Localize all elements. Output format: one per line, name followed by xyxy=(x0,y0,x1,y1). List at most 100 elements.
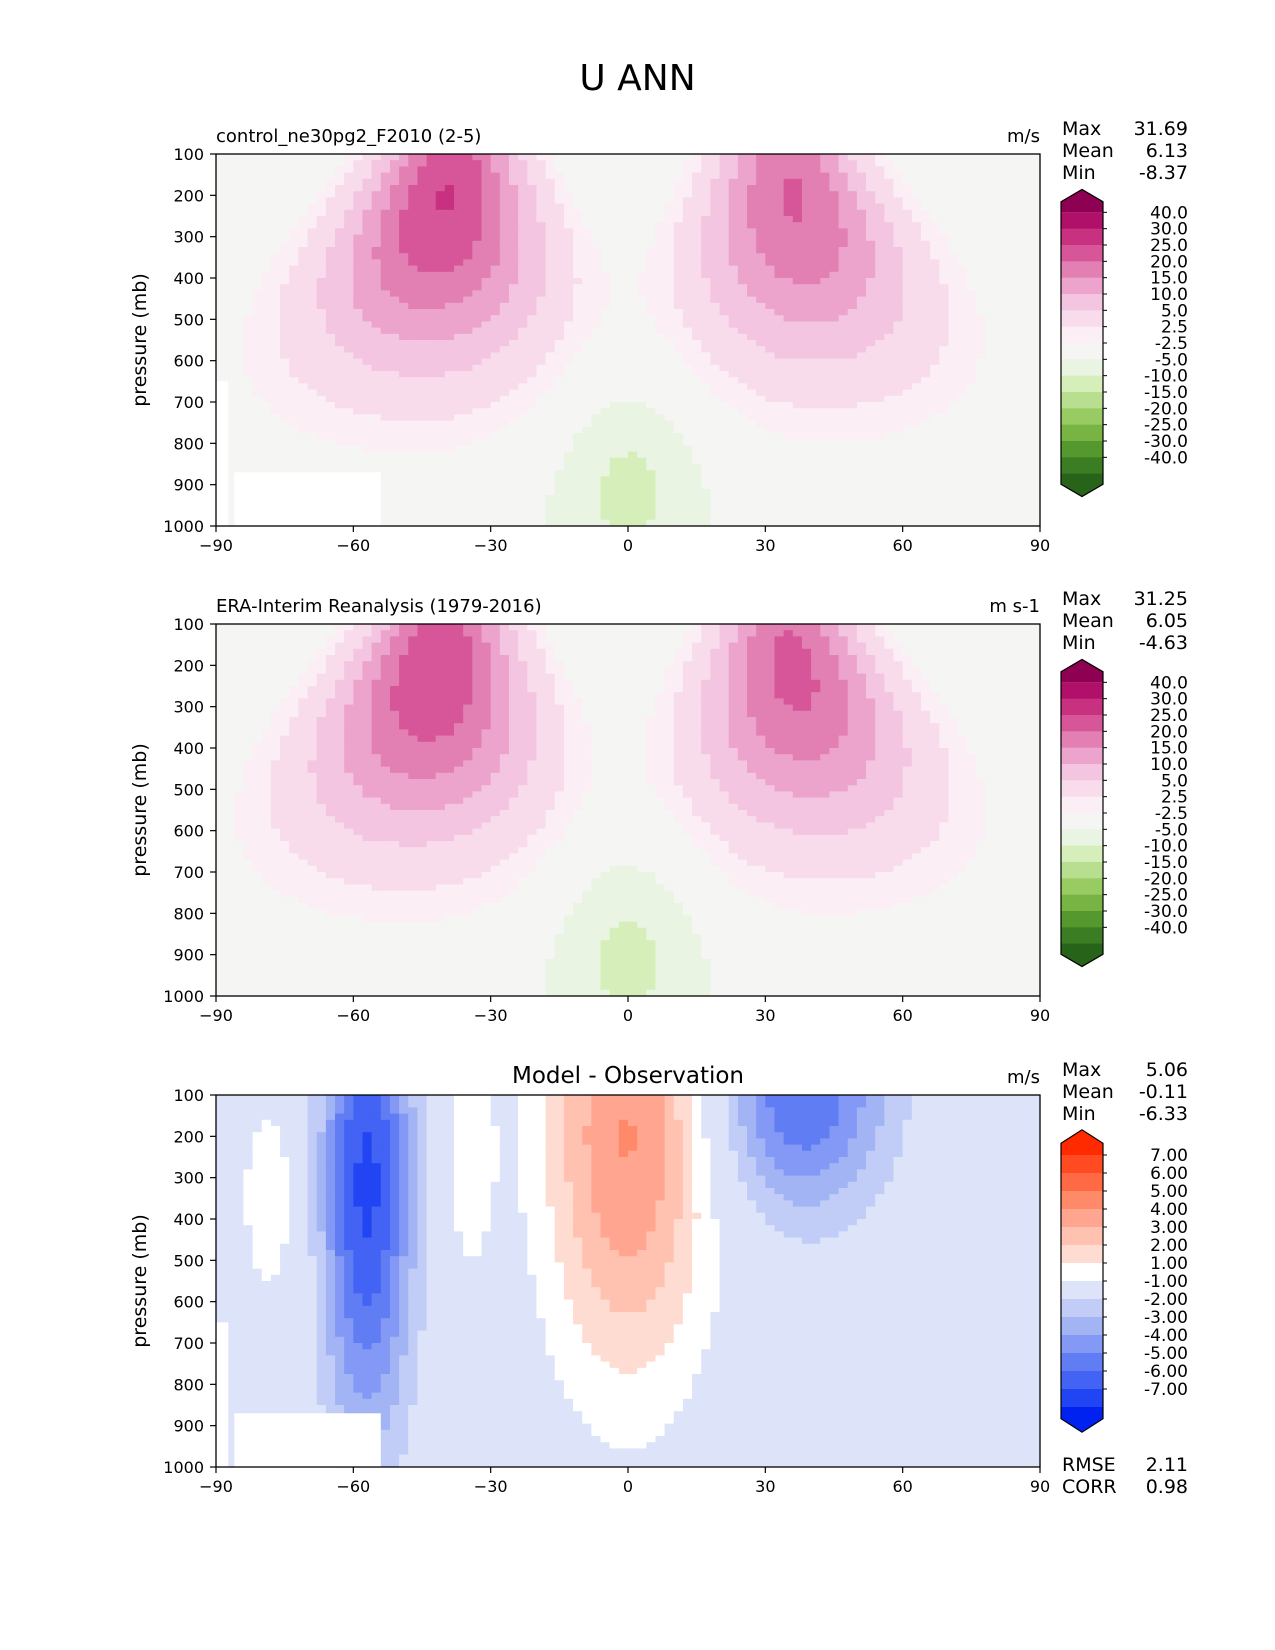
field-cell xyxy=(756,507,766,515)
field-cell xyxy=(527,290,538,298)
field-cell xyxy=(966,340,977,347)
field-cell xyxy=(655,240,666,248)
field-cell xyxy=(307,445,318,453)
field-cell xyxy=(307,265,318,273)
field-cell xyxy=(930,209,940,217)
field-cell xyxy=(820,464,831,471)
field-cell xyxy=(664,519,675,527)
field-cell xyxy=(490,160,501,167)
field-cell xyxy=(948,247,959,254)
field-cell xyxy=(408,513,419,521)
field-cell xyxy=(408,464,419,471)
field-cell xyxy=(637,519,647,527)
field-cell xyxy=(673,464,684,471)
field-cell xyxy=(472,383,483,391)
field-cell xyxy=(664,383,675,391)
field-cell xyxy=(957,209,968,217)
field-cell xyxy=(655,234,666,242)
field-cell xyxy=(444,327,455,335)
field-cell xyxy=(737,240,748,248)
field-cell xyxy=(335,321,345,329)
field-cell xyxy=(783,253,794,260)
field-cell xyxy=(801,439,812,446)
field-cell xyxy=(966,420,977,428)
field-cell xyxy=(774,476,785,484)
field-cell xyxy=(801,420,812,428)
field-cell xyxy=(966,240,977,248)
field-cell xyxy=(444,253,455,260)
field-cell xyxy=(756,259,766,267)
field-cell xyxy=(463,513,473,521)
field-cell xyxy=(371,346,382,353)
field-cell xyxy=(417,240,428,248)
field-cell xyxy=(673,364,684,372)
field-cell xyxy=(701,501,711,508)
field-cell xyxy=(454,420,464,428)
field-cell xyxy=(527,309,538,316)
field-cell xyxy=(573,259,583,267)
field-cell xyxy=(399,166,409,174)
field-cell xyxy=(930,321,940,329)
field-cell xyxy=(637,476,647,484)
field-cell xyxy=(930,507,940,515)
field-cell xyxy=(609,234,620,242)
field-cell xyxy=(646,476,657,484)
field-cell xyxy=(875,383,885,391)
field-cell xyxy=(902,309,913,316)
field-cell xyxy=(792,470,803,477)
field-cell xyxy=(298,383,309,391)
field-cell xyxy=(554,457,565,465)
field-cell xyxy=(939,309,950,316)
field-cell xyxy=(838,321,849,329)
field-cell xyxy=(216,315,226,322)
field-cell xyxy=(838,402,849,409)
field-cell xyxy=(298,234,309,242)
field-cell xyxy=(756,234,766,242)
field-cell xyxy=(609,278,620,285)
field-cell xyxy=(325,464,336,471)
field-cell xyxy=(902,371,913,378)
field-cell xyxy=(591,278,602,285)
field-cell xyxy=(335,352,345,360)
field-cell xyxy=(563,513,574,521)
field-cell xyxy=(408,234,419,242)
field-cell xyxy=(243,346,254,353)
field-cell xyxy=(747,457,757,465)
field-cell xyxy=(527,439,538,446)
field-cell xyxy=(600,488,611,496)
field-cell xyxy=(389,185,400,192)
field-cell xyxy=(325,358,336,366)
field-cell xyxy=(930,501,940,508)
field-cell xyxy=(270,160,281,167)
field-cell xyxy=(820,364,831,372)
field-cell xyxy=(591,321,602,329)
field-cell xyxy=(261,222,272,229)
field-cell xyxy=(930,439,940,446)
field-cell xyxy=(765,457,776,465)
field-cell xyxy=(682,346,693,353)
field-cell xyxy=(417,216,428,223)
field-cell xyxy=(884,216,895,223)
field-cell xyxy=(682,197,693,205)
field-cell xyxy=(939,488,950,496)
field-cell xyxy=(710,296,721,304)
field-cell xyxy=(719,439,730,446)
field-cell xyxy=(829,178,840,186)
field-cell xyxy=(756,172,766,180)
field-cell xyxy=(664,240,675,248)
field-cell xyxy=(582,495,592,502)
field-cell xyxy=(335,333,345,341)
field-cell xyxy=(545,389,556,397)
field-cell xyxy=(728,309,739,316)
field-cell xyxy=(591,488,602,496)
field-cell xyxy=(948,222,959,229)
field-cell xyxy=(472,352,483,360)
field-cell xyxy=(518,519,528,527)
field-cell xyxy=(216,178,226,186)
field-cell xyxy=(930,302,940,310)
field-cell xyxy=(701,513,711,521)
field-cell xyxy=(866,166,876,174)
field-cell xyxy=(811,495,821,502)
field-cell xyxy=(765,420,776,428)
field-cell xyxy=(444,172,455,180)
